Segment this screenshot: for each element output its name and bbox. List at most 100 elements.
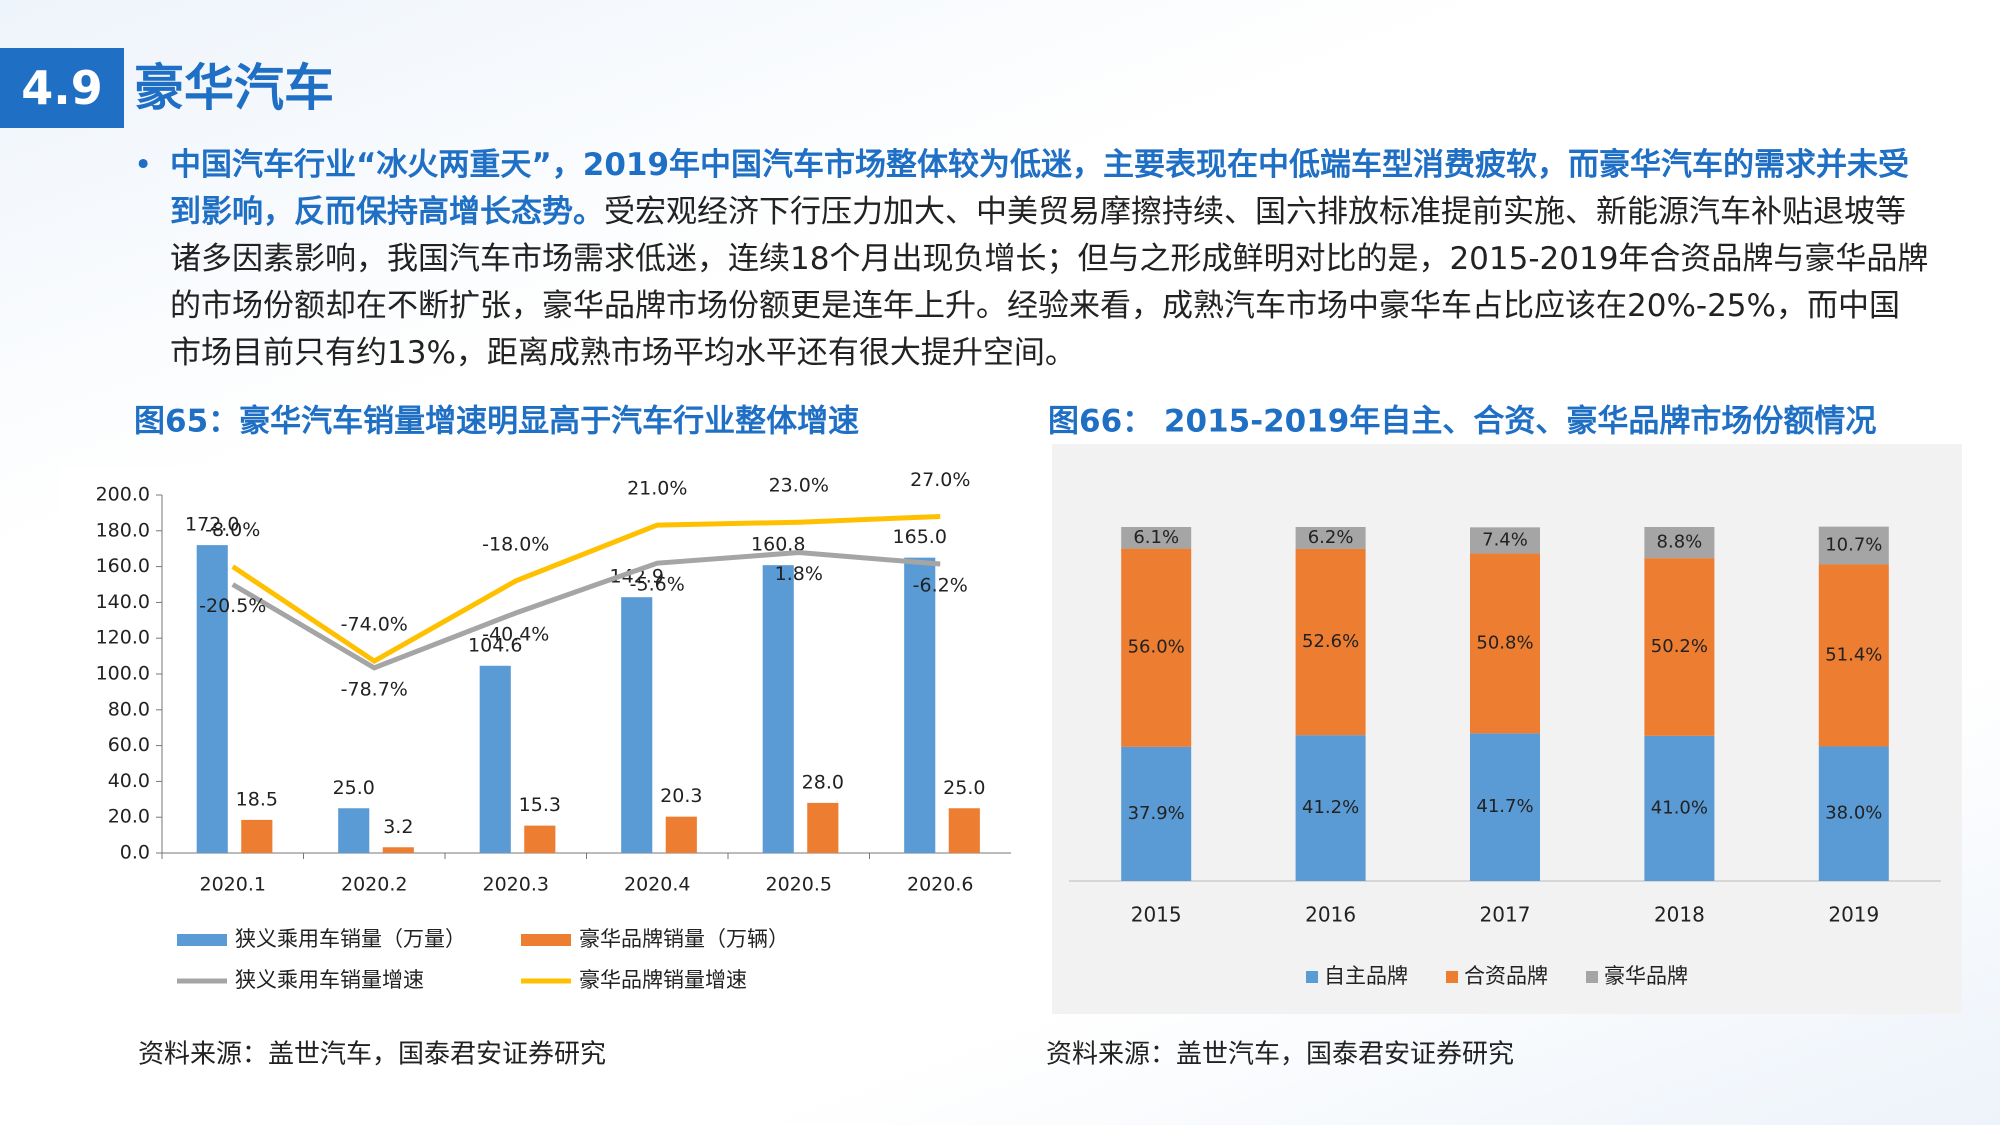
y-tick-label: 20.0 (108, 806, 150, 828)
x-tick-label: 2020.6 (907, 874, 973, 896)
bar (948, 808, 980, 853)
bar-segment (1470, 527, 1540, 554)
y-tick-label: 100.0 (96, 663, 150, 685)
bar-segment (1644, 735, 1715, 881)
bar (338, 808, 370, 853)
data-label: 50.2% (1651, 636, 1708, 657)
x-tick-label: 2020.1 (200, 874, 266, 896)
bar (382, 847, 414, 853)
data-label: 52.6% (1302, 631, 1359, 652)
data-label: -8.0% (205, 519, 260, 541)
y-tick-label: 40.0 (108, 770, 150, 792)
legend-swatch (1586, 971, 1598, 983)
bar (241, 819, 273, 853)
data-label: 6.2% (1308, 527, 1354, 548)
bar-segment (1470, 553, 1540, 734)
bar (479, 665, 511, 853)
y-tick-label: 60.0 (108, 734, 150, 756)
data-label: 18.5 (236, 788, 278, 810)
legend-label: 豪华品牌 (1604, 964, 1688, 988)
data-label: 27.0% (910, 469, 970, 491)
legend-label: 合资品牌 (1464, 964, 1548, 988)
data-label: 23.0% (769, 475, 829, 497)
legend-swatch (177, 934, 227, 946)
data-label: 160.8 (751, 534, 805, 556)
bar (807, 802, 839, 853)
data-label: -40.4% (482, 623, 549, 645)
data-label: -5.6% (630, 574, 685, 596)
data-label: 8.8% (1657, 532, 1703, 553)
line (231, 550, 941, 671)
data-label: 41.7% (1476, 796, 1533, 817)
data-label: 6.1% (1133, 527, 1179, 548)
data-label: -6.2% (913, 575, 968, 597)
section-title: 豪华汽车 (134, 59, 334, 117)
x-tick-label: 2020.5 (766, 874, 832, 896)
bar (196, 545, 228, 853)
data-label: 7.4% (1482, 529, 1528, 550)
bar (904, 557, 936, 853)
legend-label: 自主品牌 (1324, 964, 1408, 988)
data-label: 142.9 (610, 566, 664, 588)
y-tick-label: 200.0 (96, 484, 150, 506)
bar-segment (1121, 746, 1192, 881)
legend-label: 豪华品牌销量（万辆） (579, 927, 789, 951)
data-label: 104.6 (468, 634, 522, 656)
y-tick-label: 0.0 (120, 842, 150, 864)
header-bar (112, 48, 120, 128)
data-label: 15.3 (519, 794, 561, 816)
data-label: 1.8% (775, 563, 823, 585)
chart-title: 图66： 2015-2019年自主、合资、豪华品牌市场份额情况 (1048, 404, 1876, 440)
legend-swatch (1446, 971, 1458, 983)
data-label: 37.9% (1128, 803, 1185, 824)
y-tick-label: 180.0 (96, 519, 150, 541)
source: 资料来源：盖世汽车，国泰君安证券研究 (1046, 1040, 1514, 1070)
bar-segment (1644, 527, 1715, 559)
x-tick-label: 2020.4 (624, 874, 690, 896)
paragraph-text: 受宏观经济下行压力加大、中美贸易摩擦持续、国六排放标准提前实施、新能源汽车补贴退… (170, 194, 1929, 371)
line (231, 513, 941, 665)
data-label: 41.0% (1651, 797, 1708, 818)
bar-segment (1818, 526, 1889, 565)
bar-segment (1818, 746, 1889, 881)
bar (665, 816, 697, 853)
data-label: 21.0% (627, 478, 687, 500)
source: 资料来源：盖世汽车，国泰君安证券研究 (138, 1040, 606, 1070)
bar-segment (1470, 733, 1540, 881)
legend-label: 豪华品牌销量增速 (579, 968, 747, 992)
x-tick-label: 2015 (1131, 903, 1182, 927)
data-label: 25.0 (333, 777, 375, 799)
legend-swatch (1306, 971, 1318, 983)
data-label: 10.7% (1825, 535, 1882, 556)
bar-segment (1818, 564, 1889, 747)
x-tick-label: 2016 (1305, 903, 1356, 927)
data-label: 172.0 (185, 514, 239, 536)
bar-segment (1295, 527, 1366, 549)
bar-segment (1121, 527, 1192, 549)
data-label: 25.0 (943, 777, 985, 799)
y-tick-label: 80.0 (108, 698, 150, 720)
data-label: -20.5% (199, 595, 266, 617)
bullet: • 中国汽车行业“冰火两重天”，2019年中国汽车市场整体较为低迷，主要表现在中低… (134, 142, 1930, 377)
x-tick-label: 2020.3 (483, 874, 549, 896)
x-tick-label: 2020.2 (341, 874, 407, 896)
paragraph-bold: 中国汽车行业“冰火两重天”，2019年中国汽车市场整体较为低迷，主要表现在中低端… (170, 147, 1910, 230)
bar (524, 825, 556, 853)
data-label: -18.0% (482, 533, 549, 555)
bar-segment (1295, 735, 1366, 881)
x-tick-label: 2019 (1828, 903, 1879, 927)
data-label: 38.0% (1825, 803, 1882, 824)
data-label: 28.0 (802, 771, 844, 793)
data-label: 51.4% (1825, 645, 1882, 666)
data-label: 20.3 (660, 785, 702, 807)
x-tick-label: 2018 (1654, 903, 1705, 927)
section-number: 4.9 (0, 48, 124, 128)
bar (621, 597, 653, 853)
data-label: -74.0% (341, 614, 408, 636)
paragraph: 中国汽车行业“冰火两重天”，2019年中国汽车市场整体较为低迷，主要表现在中低端… (170, 142, 1930, 377)
y-tick-label: 140.0 (96, 591, 150, 613)
chart-title: 图65：豪华汽车销量增速明显高于汽车行业整体增速 (134, 404, 859, 440)
legend-label: 狭义乘用车销量（万量） (235, 927, 466, 951)
